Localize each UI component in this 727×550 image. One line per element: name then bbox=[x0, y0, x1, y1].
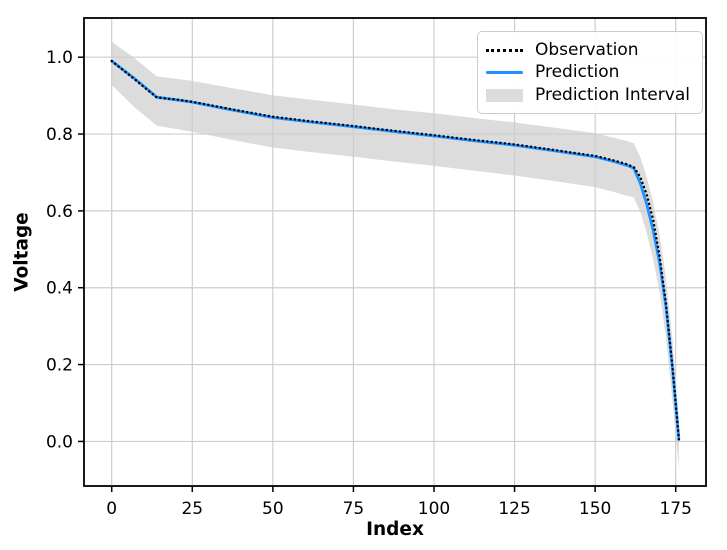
y-tick-label: 0.0 bbox=[46, 432, 73, 452]
legend-item-prediction: Prediction bbox=[486, 64, 694, 81]
x-tick-label: 75 bbox=[343, 499, 365, 519]
x-tick-label: 50 bbox=[262, 499, 284, 519]
x-tick-label: 125 bbox=[498, 499, 530, 519]
legend-item-prediction-interval: Prediction Interval bbox=[486, 84, 694, 105]
y-tick-label: 0.2 bbox=[46, 356, 73, 376]
prediction-line-swatch bbox=[486, 70, 523, 75]
x-axis-label: Index bbox=[366, 519, 424, 540]
x-tick-label: 100 bbox=[418, 499, 450, 519]
legend-label-prediction-interval: Prediction Interval bbox=[535, 84, 690, 105]
y-tick-label: 0.6 bbox=[46, 202, 73, 222]
observation-dotted-line-swatch bbox=[486, 48, 523, 52]
prediction-interval-swatch bbox=[486, 88, 523, 102]
prediction-line bbox=[110, 59, 681, 440]
legend: Observation Prediction Prediction Interv… bbox=[477, 31, 703, 114]
legend-label-prediction: Prediction bbox=[535, 62, 620, 82]
observation-line bbox=[110, 59, 681, 441]
y-tick-label: 0.8 bbox=[46, 125, 73, 145]
legend-label-observation: Observation bbox=[535, 39, 639, 60]
axes-spines bbox=[83, 17, 707, 487]
y-axis-label: Voltage bbox=[11, 212, 33, 292]
x-tick-label: 150 bbox=[579, 499, 611, 519]
y-tick-label: 1.0 bbox=[46, 48, 73, 68]
x-tick-label: 25 bbox=[181, 499, 203, 519]
x-tick-label: 0 bbox=[106, 499, 117, 519]
x-tick-label: 175 bbox=[659, 499, 691, 519]
legend-item-observation: Observation bbox=[486, 39, 694, 60]
y-tick-label: 0.4 bbox=[46, 279, 73, 299]
